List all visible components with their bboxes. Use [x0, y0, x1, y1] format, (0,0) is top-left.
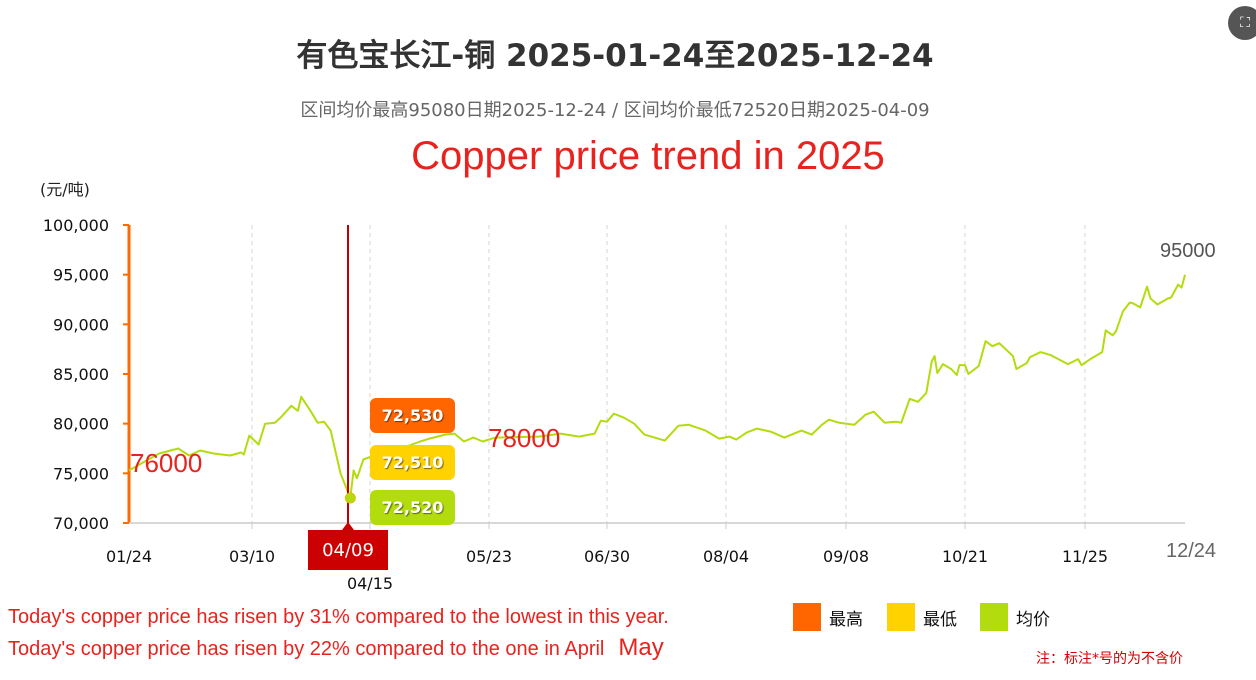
grid-lines: [251, 225, 1086, 523]
x-tick-label: 05/23: [466, 547, 512, 566]
legend-swatch-avg: [980, 603, 1008, 631]
y-tick-label: 75,000: [53, 464, 109, 483]
x-tick-label: 08/04: [703, 547, 749, 566]
screenshot-icon[interactable]: ⛶: [1228, 6, 1256, 40]
note-row-2: Today's copper price has risen by 22% co…: [8, 634, 664, 662]
tooltip-high: 72,530: [370, 398, 455, 433]
y-axis-unit: (元/吨): [40, 180, 90, 199]
y-tick-label: 90,000: [53, 315, 109, 334]
legend-item-avg[interactable]: 均价: [980, 603, 1050, 631]
chart-subtitle: 区间均价最高95080日期2025-12-24 / 区间均价最低72520日期2…: [300, 100, 930, 121]
annotation-end-date: 12/24: [1166, 540, 1217, 562]
y-tick-label: 85,000: [53, 365, 109, 384]
price-line: [128, 274, 1186, 499]
tooltip-date: 04/09: [308, 522, 388, 570]
annotation-76000: 76000: [130, 448, 203, 478]
overlay-title: Copper price trend in 2025: [411, 134, 885, 178]
legend-item-low[interactable]: 最低: [887, 603, 957, 631]
annotation-end-value: 95000: [1160, 240, 1216, 262]
series-avg-price: [128, 274, 1186, 499]
y-axis: 100,000 95,000 90,000 85,000 80,000 75,000 70,…: [43, 216, 131, 533]
tooltip-point: [344, 492, 356, 504]
legend-label-high: 最高: [829, 609, 863, 630]
footnote: 注：标注*号的为不含价: [1036, 651, 1183, 667]
chart-title: 有色宝长江-铜 2025-01-24至2025-12-24: [296, 38, 934, 74]
x-tick-label: 11/25: [1062, 547, 1108, 566]
legend-label-avg: 均价: [1016, 609, 1050, 630]
legend-swatch-low: [887, 603, 915, 631]
tooltip-low: 72,510: [370, 445, 455, 480]
x-tick-label: 01/24: [106, 547, 152, 566]
annotation-78000: 78000: [488, 423, 561, 453]
legend-swatch-high: [793, 603, 821, 631]
x-tick-label: 04/15: [347, 574, 393, 593]
note-overlap-word: May: [618, 634, 664, 661]
y-tick-label: 70,000: [53, 514, 109, 533]
x-tick-label: 09/08: [823, 547, 869, 566]
x-tick-label: 06/30: [584, 547, 630, 566]
x-tick-label: 10/21: [942, 547, 988, 566]
note-line-2: Today's copper price has risen by 22% co…: [8, 638, 605, 660]
y-tick-label: 95,000: [53, 266, 109, 285]
legend-label-low: 最低: [923, 609, 957, 630]
y-tick-label: 100,000: [43, 216, 109, 235]
legend-item-high[interactable]: 最高: [793, 603, 863, 631]
tooltip-avg: 72,520: [370, 490, 455, 525]
x-tick-label: 03/10: [229, 547, 275, 566]
y-tick-label: 80,000: [53, 415, 109, 434]
x-axis: 01/24 03/10 04/15 05/23 06/30 08/04 09/08 10/21…: [106, 522, 1185, 593]
note-line-1: Today's copper price has risen by 31% co…: [8, 606, 669, 628]
